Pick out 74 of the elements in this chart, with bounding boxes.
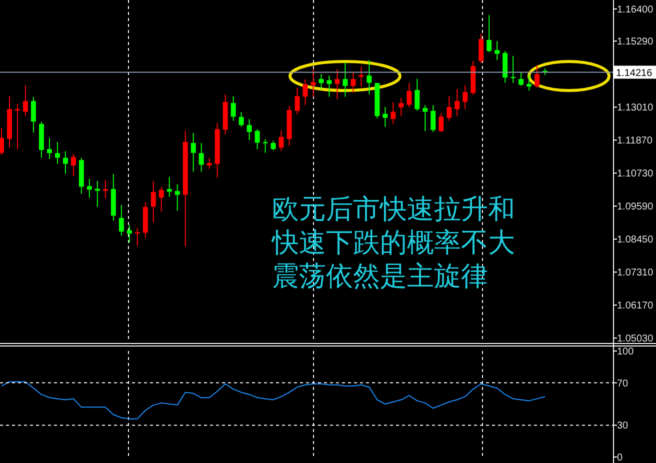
y-tick-label: 1.13010: [617, 102, 654, 114]
y-tick-label: 100: [617, 346, 634, 358]
candlestick: [262, 138, 268, 154]
candlestick: [14, 103, 20, 150]
candlestick: [118, 204, 124, 236]
candlestick: [302, 78, 308, 106]
candlestick: [22, 84, 28, 116]
candlestick: [390, 102, 396, 124]
candlestick: [462, 84, 468, 110]
candlestick: [94, 180, 100, 208]
candlestick: [70, 153, 76, 176]
candlestick: [46, 138, 52, 160]
candlestick: [422, 104, 428, 132]
candlestick: [294, 87, 300, 115]
candlestick: [366, 59, 372, 95]
candlestick: [406, 82, 412, 108]
candlestick: [270, 140, 276, 151]
y-tick-label: 1.06170: [617, 300, 654, 312]
candlestick: [126, 224, 132, 244]
candlestick: [350, 72, 356, 94]
candlestick: [454, 88, 460, 117]
y-tick-label: 1.08450: [617, 234, 654, 246]
candlestick: [342, 62, 348, 98]
y-tick-label: 0: [617, 452, 623, 463]
y-tick-label: 1.11870: [617, 136, 653, 147]
candlestick: [430, 104, 436, 132]
y-tick-label: 1.07310: [617, 268, 654, 279]
candlestick: [166, 176, 172, 198]
candlestick: [534, 64, 540, 88]
candlestick: [190, 132, 196, 172]
candlestick: [134, 228, 140, 246]
candlestick: [318, 74, 324, 90]
y-tick-label: 1.05030: [617, 334, 654, 345]
candlestick: [238, 112, 244, 128]
candlestick: [382, 106, 388, 128]
ref-line-label: 1.14216: [616, 68, 653, 80]
candlestick: [526, 74, 532, 92]
candlestick: [246, 118, 252, 141]
candlestick: [158, 186, 164, 212]
candlestick: [510, 55, 516, 84]
candlestick: [518, 72, 524, 86]
candlestick: [446, 96, 452, 122]
y-tick-label: 70: [617, 378, 629, 390]
candlestick: [54, 142, 60, 164]
candlestick: [414, 78, 420, 112]
line-series: [1, 381, 546, 420]
candlestick: [478, 33, 484, 64]
candlestick: [0, 127, 4, 156]
y-tick-label: 1.16400: [617, 4, 654, 16]
candlestick: [30, 96, 36, 134]
candlestick: [438, 112, 444, 132]
candlestick: [334, 68, 340, 100]
candlestick: [102, 180, 108, 200]
candlestick: [206, 158, 212, 170]
annotation: 欧元后市快速拉升和: [272, 194, 515, 225]
candlestick: [62, 150, 68, 174]
candlestick: [398, 97, 404, 117]
annotation: 快速下跌的概率不大: [271, 228, 515, 258]
candlestick: [486, 14, 492, 53]
y-tick-label: 1.15290: [617, 36, 654, 48]
y-tick-label: 30: [617, 420, 629, 432]
candlestick: [278, 130, 284, 152]
candlestick: [230, 96, 236, 122]
y-tick-label: 1.10730: [617, 168, 654, 180]
candlestick: [150, 180, 156, 224]
y-tick-label: 1.09590: [617, 202, 654, 213]
annotation: 震荡依然是主旋律: [272, 261, 488, 292]
candlestick: [326, 75, 332, 98]
candlestick: [494, 40, 500, 60]
candlestick: [310, 68, 316, 98]
candlestick: [174, 184, 180, 212]
candlestick: [86, 178, 92, 198]
candlestick: [254, 128, 260, 150]
candlestick: [198, 142, 204, 172]
